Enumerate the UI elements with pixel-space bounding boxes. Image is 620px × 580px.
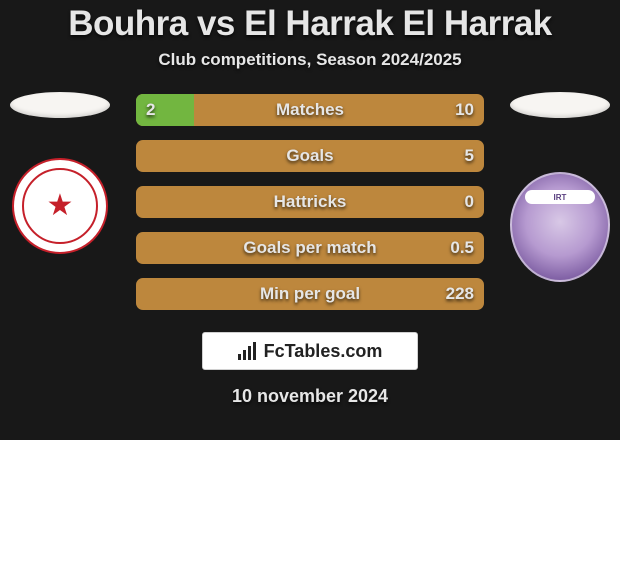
- stat-bar: Hattricks 0: [136, 186, 484, 218]
- right-flag-icon: [510, 92, 610, 118]
- left-club-badge: ★: [12, 158, 108, 254]
- branding-text: FcTables.com: [264, 341, 383, 362]
- stat-right-value: 0.5: [450, 238, 474, 258]
- bars-icon: [238, 342, 260, 360]
- stat-bar: Min per goal 228: [136, 278, 484, 310]
- left-club-inner-ring: ★: [22, 168, 98, 244]
- stat-bar: Goals 5: [136, 140, 484, 172]
- stat-bar: Goals per match 0.5: [136, 232, 484, 264]
- stat-label: Goals per match: [243, 238, 376, 258]
- stat-label: Matches: [276, 100, 344, 120]
- stat-right-value: 228: [446, 284, 474, 304]
- content-row: ★ 2 Matches 10 Goals 5 Hattricks 0 Goals per ma…: [0, 92, 620, 310]
- right-club-ribbon: IRT: [525, 190, 595, 204]
- stat-bar: 2 Matches 10: [136, 94, 484, 126]
- title-left-name: Bouhra: [68, 4, 188, 43]
- title-right-name: El Harrak El Harrak: [244, 4, 552, 43]
- left-player-column: ★: [10, 92, 110, 254]
- stat-label: Goals: [286, 146, 333, 166]
- title-vs: vs: [197, 4, 235, 43]
- star-icon: ★: [47, 191, 74, 221]
- comparison-card: Bouhra vs El Harrak El Harrak Club compe…: [0, 0, 620, 440]
- right-player-column: IRT: [510, 92, 610, 282]
- stat-right-value: 5: [465, 146, 474, 166]
- stats-bars: 2 Matches 10 Goals 5 Hattricks 0 Goals per matc…: [136, 94, 484, 310]
- right-club-badge: IRT: [510, 172, 610, 282]
- stat-label: Hattricks: [274, 192, 347, 212]
- left-flag-icon: [10, 92, 110, 118]
- branding-box: FcTables.com: [202, 332, 418, 370]
- subtitle: Club competitions, Season 2024/2025: [158, 50, 461, 70]
- stat-bar-fill: [136, 94, 194, 126]
- stat-left-value: 2: [146, 100, 155, 120]
- stat-label: Min per goal: [260, 284, 360, 304]
- page-title: Bouhra vs El Harrak El Harrak: [68, 4, 552, 44]
- stat-right-value: 0: [465, 192, 474, 212]
- stat-right-value: 10: [455, 100, 474, 120]
- date-text: 10 november 2024: [232, 386, 388, 407]
